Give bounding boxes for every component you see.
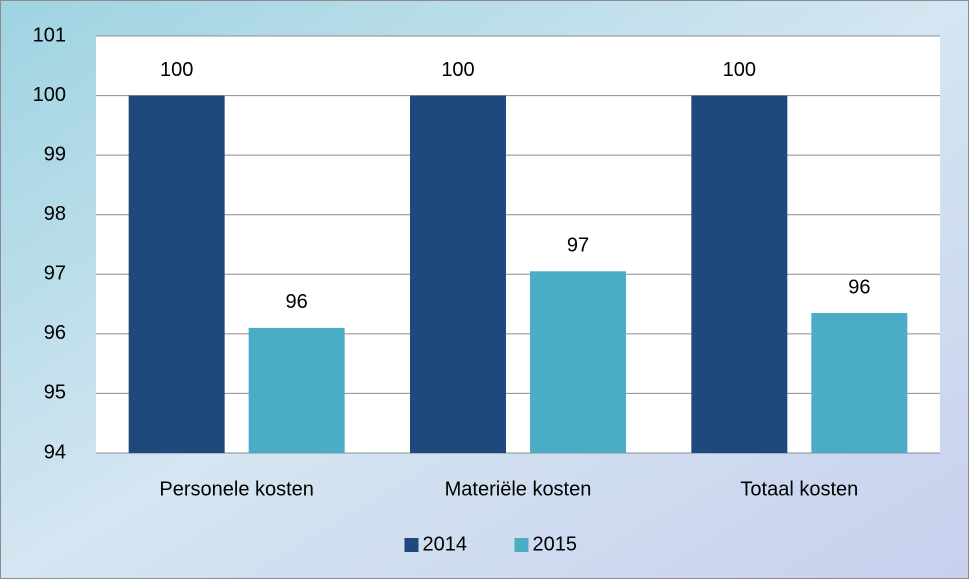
y-tick-label: 94 [44, 441, 66, 463]
bar [530, 271, 626, 453]
data-label: 97 [567, 235, 589, 257]
x-tick-label: Personele kosten [159, 478, 314, 500]
y-tick-label: 97 [44, 263, 66, 285]
data-label: 100 [441, 59, 474, 81]
y-tick-label: 95 [44, 382, 66, 404]
bar [248, 327, 345, 453]
data-label: 100 [723, 59, 756, 81]
data-label: 100 [160, 59, 193, 81]
legend-swatch [514, 538, 529, 552]
y-tick-label: 98 [44, 203, 66, 225]
x-tick-label: Materiële kosten [445, 478, 592, 500]
y-tick-label: 101 [33, 24, 66, 46]
bar [811, 313, 908, 453]
bar [128, 95, 225, 454]
y-tick-label: 100 [33, 84, 66, 106]
x-tick-label: Totaal kosten [740, 478, 858, 500]
legend-label: 2014 [423, 533, 468, 555]
legend-label: 2015 [533, 533, 578, 555]
legend-swatch [404, 538, 419, 552]
plot-area [96, 36, 940, 453]
bar [691, 95, 788, 454]
y-tick-label: 96 [44, 322, 66, 344]
y-tick-label: 99 [44, 143, 66, 165]
data-label: 96 [286, 291, 308, 313]
data-label: 96 [848, 276, 870, 298]
bar [410, 95, 506, 454]
